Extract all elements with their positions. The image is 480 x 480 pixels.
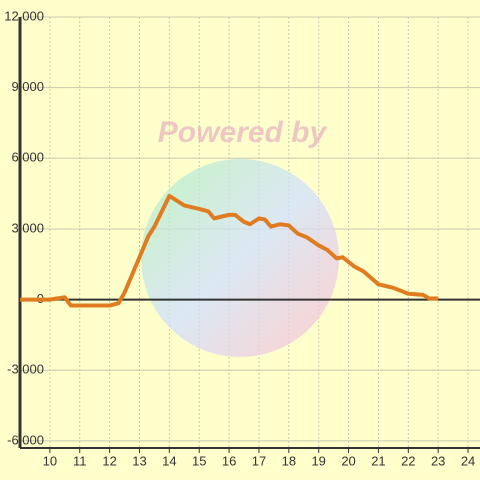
- x-tick-label: 13: [132, 453, 146, 468]
- y-tick-label: 6,000: [11, 150, 44, 165]
- x-tick-label: 17: [252, 453, 266, 468]
- y-tick-label: 9,000: [11, 79, 44, 94]
- y-tick-label: -6,000: [7, 432, 44, 447]
- x-tick-label: 21: [371, 453, 385, 468]
- x-tick-label: 20: [341, 453, 355, 468]
- x-tick-label: 15: [192, 453, 206, 468]
- x-tick-label: 24: [461, 453, 475, 468]
- y-tick-label: 3,000: [11, 220, 44, 235]
- data-line: [20, 193, 439, 308]
- x-tick-label: 18: [282, 453, 296, 468]
- watermark: Powered by: [158, 116, 328, 149]
- x-tick-label: 23: [431, 453, 445, 468]
- x-tick-label: 16: [222, 453, 236, 468]
- x-tick-label: 14: [162, 453, 176, 468]
- x-tick-label: 12: [102, 453, 116, 468]
- x-tick-label: 19: [311, 453, 325, 468]
- y-tick-label: 12,000: [4, 8, 44, 23]
- logo: [141, 159, 339, 357]
- x-tick-label: 22: [401, 453, 415, 468]
- y-tick-label: -3,000: [7, 362, 44, 377]
- x-tick-label: 11: [73, 453, 87, 468]
- x-tick-label: 10: [43, 453, 57, 468]
